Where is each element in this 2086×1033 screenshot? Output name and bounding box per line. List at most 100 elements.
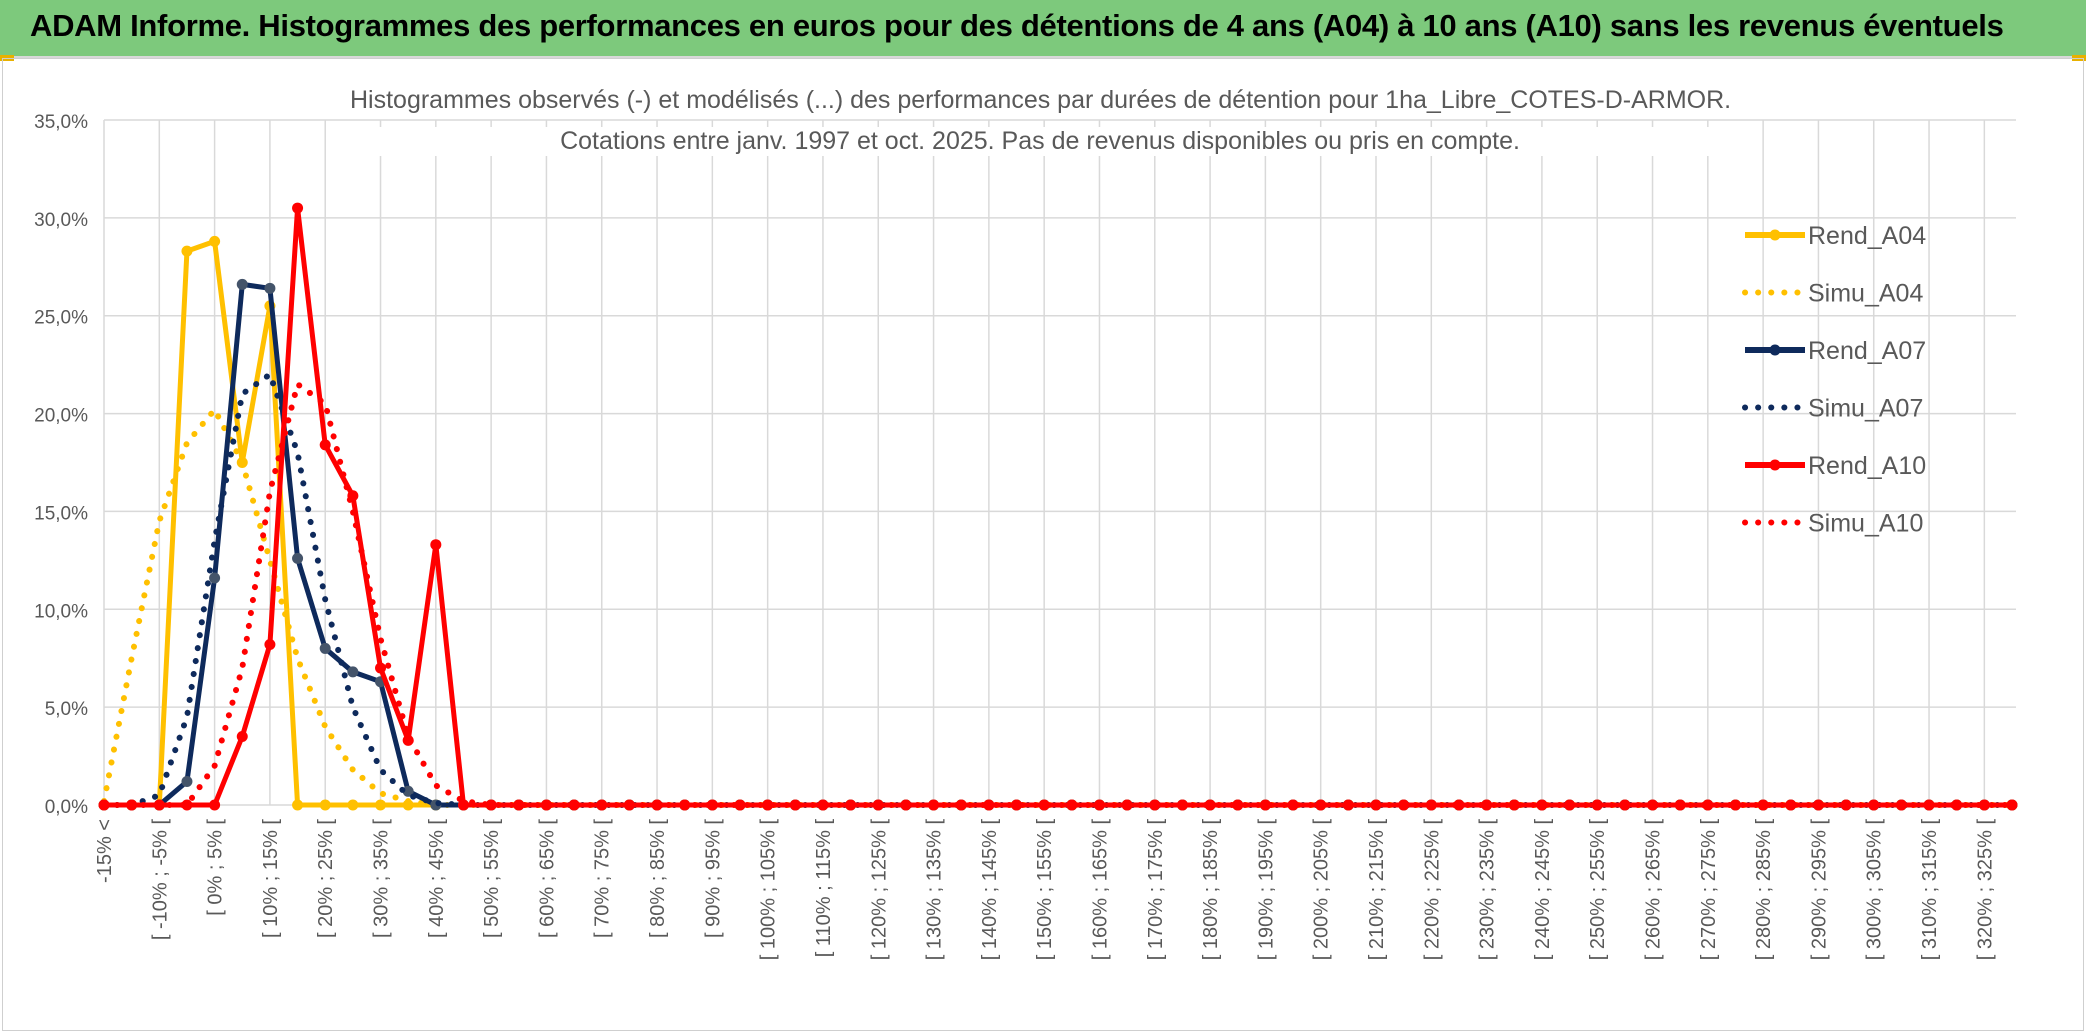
- chart-series: [98, 202, 2018, 811]
- data-point: [1729, 799, 1741, 811]
- x-tick-label: [ 110% ; 115% [: [813, 819, 835, 958]
- legend-label: Simu_A10: [1808, 510, 1923, 538]
- x-tick-label: [ 30% ; 35% [: [371, 819, 393, 938]
- legend-marker: [1769, 344, 1781, 356]
- x-tick-label: [ 130% ; 135% [: [924, 819, 946, 961]
- x-tick-label: [ 100% ; 105% [: [758, 819, 780, 961]
- data-point: [319, 439, 331, 451]
- data-point: [292, 202, 304, 214]
- series-line: [104, 281, 2012, 808]
- data-point: [347, 799, 359, 811]
- chart-axes: 0,0% 5,0% 10,0% 15,0% 20,0% 25,0% 30,0% 35,0% -1…: [34, 112, 1996, 960]
- data-point: [347, 666, 359, 678]
- x-tick-label: [ 180% ; 185% [: [1200, 819, 1222, 961]
- data-point: [789, 799, 801, 811]
- data-point: [1453, 799, 1465, 811]
- x-tick-label: [ 280% ; 285% [: [1753, 819, 1775, 961]
- x-tick-label: [ 160% ; 165% [: [1089, 819, 1111, 961]
- data-point: [1536, 799, 1548, 811]
- x-tick-label: [ 140% ; 145% [: [979, 819, 1001, 961]
- x-tick-label: [ 300% ; 305% [: [1864, 819, 1886, 961]
- x-tick-label: [ 210% ; 215% [: [1366, 819, 1388, 961]
- x-tick-label: [ 60% ; 65% [: [536, 819, 558, 938]
- data-point: [1259, 799, 1271, 811]
- series-rend-a04: [98, 235, 2018, 811]
- legend-item: Simu_A04: [1742, 280, 1923, 308]
- data-point: [513, 799, 525, 811]
- data-point: [1978, 799, 1990, 811]
- x-tick-label: [ 250% ; 255% [: [1587, 819, 1609, 961]
- x-tick-label: [ 230% ; 235% [: [1477, 819, 1499, 961]
- chart-frame: [2, 58, 2084, 1031]
- legend-label: Rend_A10: [1808, 452, 1926, 480]
- data-point: [1951, 799, 1963, 811]
- legend-item: Rend_A07: [1745, 337, 1926, 365]
- data-point: [236, 731, 248, 742]
- data-point: [402, 785, 414, 797]
- legend-label: Rend_A07: [1808, 337, 1926, 365]
- x-tick-label: [ 290% ; 295% [: [1808, 819, 1830, 961]
- chart-subtitle: Cotations entre janv. 1997 et oct. 2025.…: [350, 127, 1730, 156]
- chart-legend: Rend_A04 Simu_A04 Rend_A07 Simu_A07 Rend_A10…: [1742, 222, 1926, 538]
- x-tick-label: [ 320% ; 325% [: [1974, 819, 1996, 961]
- data-point: [375, 662, 387, 674]
- report-title: ADAM Informe. Histogrammes des performan…: [30, 8, 2004, 43]
- x-tick-label: [ 70% ; 75% [: [592, 819, 614, 938]
- data-point: [955, 799, 967, 811]
- data-point: [2006, 799, 2018, 811]
- data-point: [983, 799, 995, 811]
- data-point: [1011, 799, 1023, 811]
- series-line: [101, 406, 2015, 808]
- legend-marker: [1769, 229, 1781, 241]
- y-tick-label: 25,0%: [34, 308, 88, 329]
- data-point: [457, 799, 469, 811]
- legend-item: Simu_A10: [1742, 510, 1923, 538]
- data-point: [734, 799, 746, 811]
- y-tick-label: 35,0%: [34, 112, 88, 133]
- x-tick-label: [ 310% ; 315% [: [1919, 819, 1941, 961]
- y-tick-label: 0,0%: [45, 797, 88, 818]
- x-tick-label: [ 120% ; 125% [: [868, 819, 890, 961]
- data-point: [181, 776, 193, 788]
- series-line: [101, 381, 2015, 808]
- data-point: [430, 539, 442, 551]
- legend-label: Rend_A04: [1808, 222, 1926, 250]
- legend-marker: [1769, 459, 1781, 471]
- x-tick-label: [ 270% ; 275% [: [1698, 819, 1720, 961]
- data-point: [375, 799, 387, 811]
- x-tick-label: [ 20% ; 25% [: [315, 819, 337, 938]
- legend-item: Rend_A04: [1745, 222, 1926, 250]
- data-point: [292, 552, 304, 564]
- y-tick-label: 20,0%: [34, 406, 88, 427]
- x-tick-label: [ 0% ; 5% [: [205, 819, 227, 916]
- legend-item: Rend_A10: [1745, 452, 1926, 480]
- series-simu-a10: [101, 381, 2015, 808]
- x-tick-label: [ 150% ; 155% [: [1034, 819, 1056, 961]
- legend-item: Simu_A07: [1742, 395, 1923, 423]
- x-tick-label: [ 220% ; 225% [: [1421, 819, 1443, 961]
- y-tick-label: 30,0%: [34, 210, 88, 231]
- data-point: [209, 572, 221, 584]
- x-tick-label: [ -10% ; -5% [: [149, 819, 171, 941]
- data-point: [1232, 799, 1244, 811]
- chart-grid: [103, 119, 2016, 806]
- data-point: [181, 245, 193, 257]
- x-tick-label: [ 50% ; 55% [: [481, 819, 503, 938]
- data-point: [264, 282, 276, 294]
- data-point: [264, 639, 276, 651]
- y-tick-label: 5,0%: [45, 699, 88, 720]
- data-point: [236, 278, 248, 290]
- data-point: [1785, 799, 1797, 811]
- x-tick-label: [ 200% ; 205% [: [1311, 819, 1333, 961]
- legend-label: Simu_A04: [1808, 280, 1923, 308]
- data-point: [1757, 799, 1769, 811]
- x-tick-label: [ 40% ; 45% [: [426, 819, 448, 938]
- data-point: [540, 799, 552, 811]
- data-point: [319, 642, 331, 654]
- data-point: [292, 799, 304, 811]
- data-point: [1508, 799, 1520, 811]
- series-rend-a07: [98, 278, 2018, 811]
- series-line: [104, 205, 2012, 808]
- x-tick-label: [ 80% ; 85% [: [647, 819, 669, 938]
